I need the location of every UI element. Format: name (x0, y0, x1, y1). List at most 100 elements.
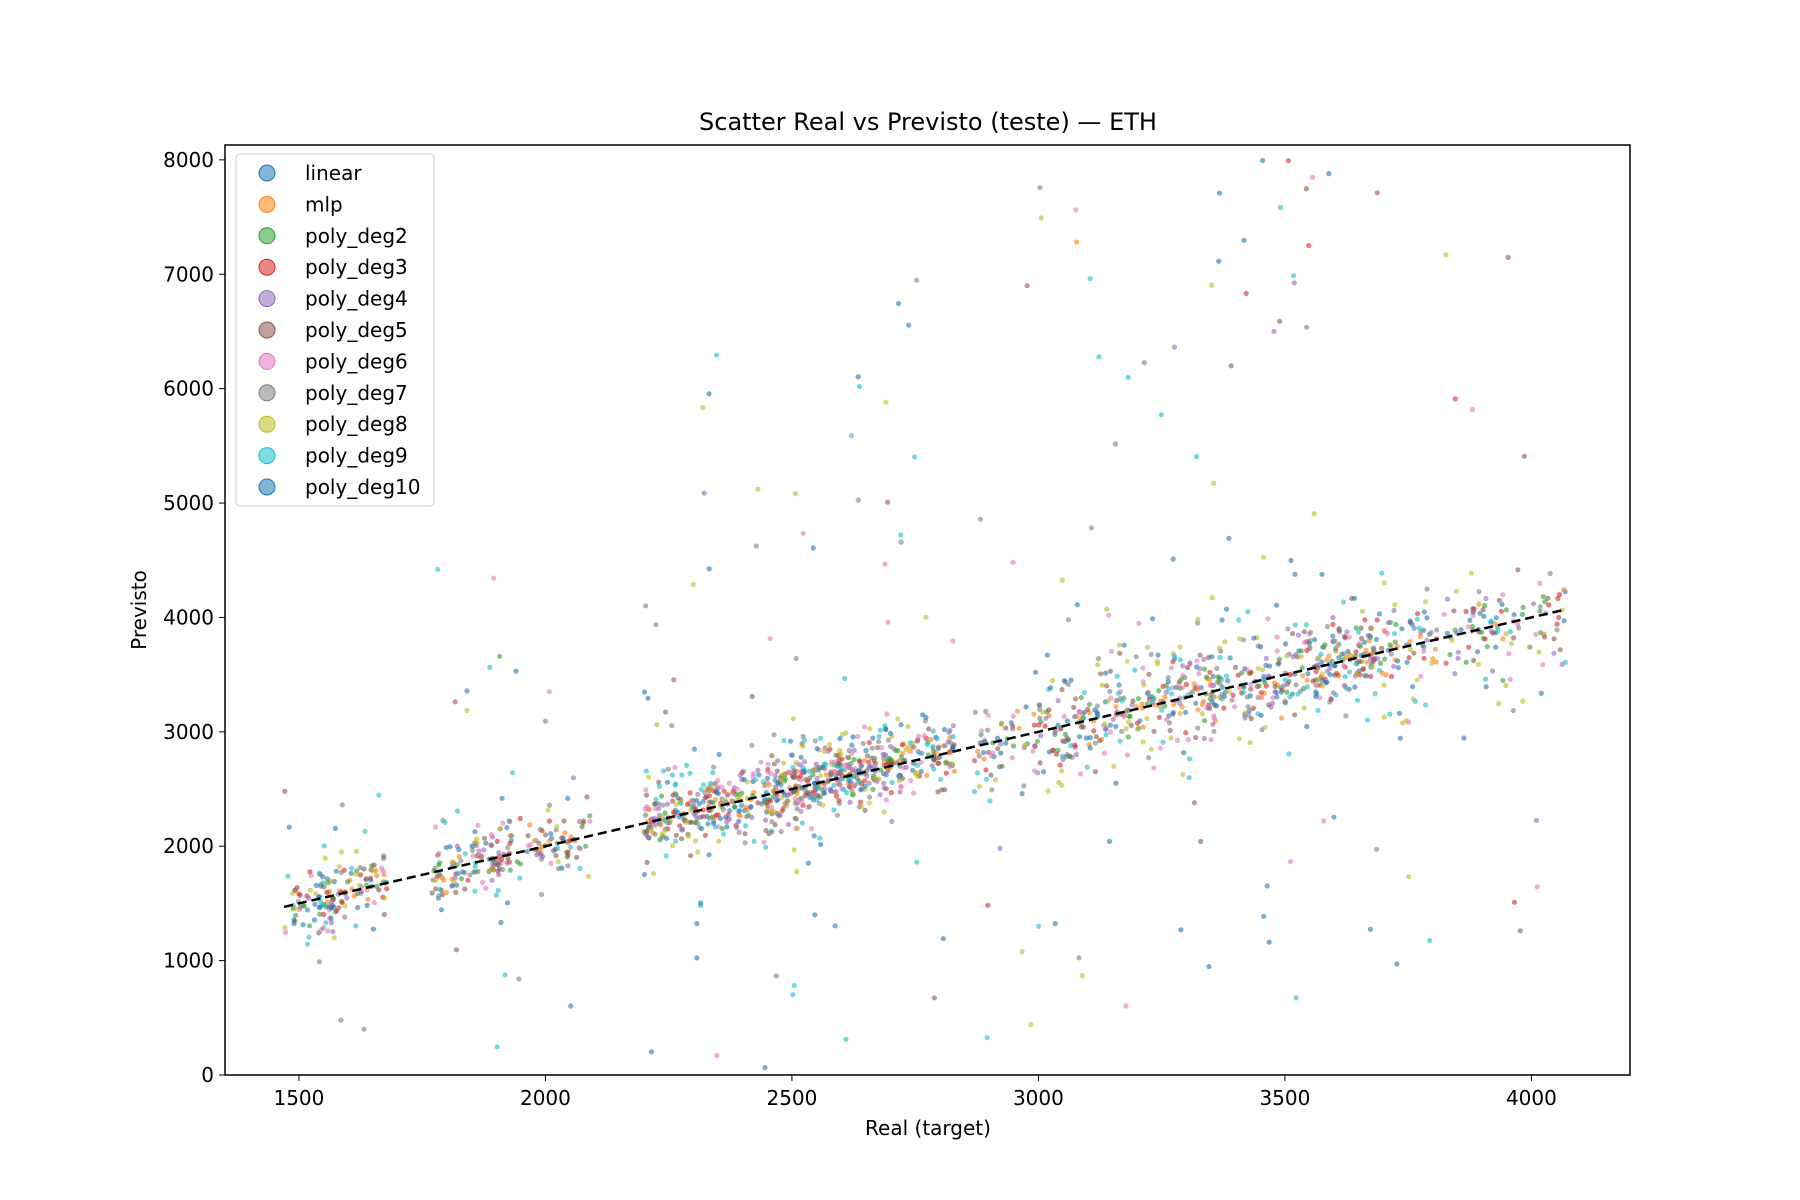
point (751, 838, 757, 845)
point (1219, 684, 1225, 690)
point (652, 831, 658, 837)
point (296, 891, 302, 897)
point (710, 788, 716, 794)
point (1507, 676, 1513, 683)
point (775, 780, 781, 786)
point (971, 758, 978, 764)
point (779, 795, 785, 801)
point (1211, 715, 1217, 721)
point (870, 735, 876, 741)
point (673, 801, 679, 808)
point (1471, 608, 1477, 615)
point (794, 825, 800, 831)
point (1186, 775, 1192, 781)
point (1168, 691, 1175, 697)
point (1129, 702, 1135, 708)
point (885, 737, 892, 743)
point (760, 779, 767, 785)
point (1171, 653, 1177, 659)
point (1043, 715, 1049, 721)
point (770, 794, 776, 800)
point (916, 733, 922, 739)
point (742, 840, 748, 846)
point (1194, 658, 1200, 664)
point (856, 767, 862, 773)
point (1061, 713, 1067, 720)
point (1247, 740, 1253, 746)
point (1077, 709, 1083, 715)
point (693, 838, 699, 844)
point (700, 782, 707, 788)
point (1170, 659, 1176, 665)
point (799, 798, 805, 804)
point (1393, 621, 1399, 628)
point (546, 818, 553, 824)
point (1395, 658, 1401, 664)
point (1092, 769, 1099, 775)
point (1123, 1003, 1129, 1009)
point (866, 780, 872, 786)
point (652, 806, 658, 812)
point (658, 822, 664, 828)
point (1343, 685, 1349, 691)
point (460, 869, 466, 875)
point (1014, 708, 1021, 714)
legend-label: poly_deg7 (305, 381, 408, 405)
point (525, 843, 531, 849)
point (1463, 608, 1469, 615)
point (703, 794, 710, 800)
point (1503, 631, 1509, 637)
point (1241, 689, 1247, 696)
point (1358, 625, 1364, 631)
point (793, 760, 799, 766)
point (1555, 595, 1561, 602)
point (1081, 690, 1087, 696)
point (437, 886, 443, 892)
point (480, 879, 486, 886)
point (1073, 239, 1080, 245)
point (1406, 874, 1412, 880)
point (356, 882, 363, 888)
point (1130, 698, 1136, 704)
point (694, 816, 700, 822)
point (935, 789, 941, 795)
plot-area (282, 157, 1568, 1071)
point (821, 748, 827, 755)
point (1183, 681, 1189, 688)
point (1170, 709, 1176, 716)
y-tick-label: 4000 (163, 605, 214, 629)
point (979, 728, 985, 734)
point (1298, 648, 1304, 654)
point (488, 843, 495, 849)
point (543, 832, 549, 838)
point (1365, 717, 1371, 723)
point (1469, 623, 1476, 630)
point (666, 820, 673, 826)
y-axis: 0 1000 2000 3000 4000 5000 6000 7000 8000 (163, 148, 225, 1087)
point (1223, 673, 1229, 679)
point (1397, 735, 1403, 741)
point (1359, 608, 1366, 614)
point (1003, 725, 1009, 731)
point (642, 806, 648, 812)
point (1235, 672, 1241, 678)
legend-label: poly_deg3 (305, 255, 408, 279)
legend-box (235, 153, 435, 507)
point (814, 792, 820, 798)
point (906, 322, 912, 328)
point (1156, 688, 1162, 694)
point (472, 829, 478, 835)
point (1292, 712, 1298, 718)
point (679, 836, 685, 842)
point (988, 772, 994, 778)
point (330, 929, 336, 935)
point (1177, 644, 1183, 650)
point (1046, 707, 1052, 713)
point (710, 764, 717, 770)
point (810, 545, 816, 551)
point (1274, 694, 1280, 700)
point (1241, 684, 1247, 690)
point (1488, 618, 1494, 624)
point (507, 840, 513, 847)
